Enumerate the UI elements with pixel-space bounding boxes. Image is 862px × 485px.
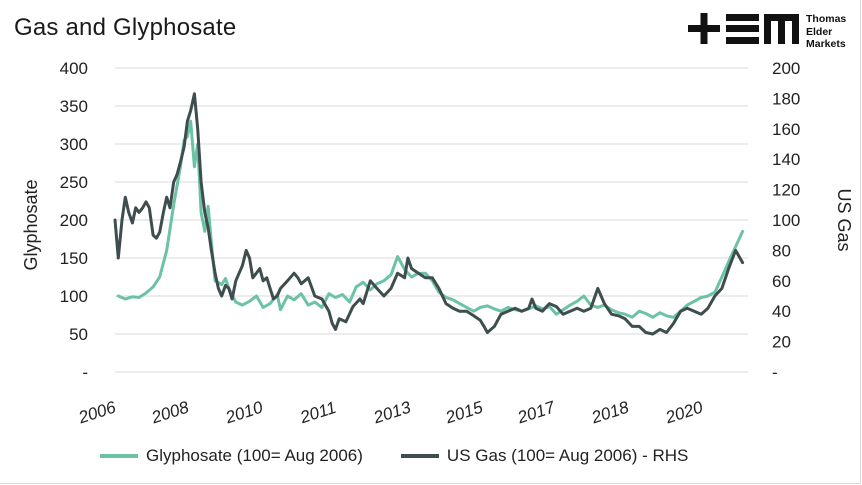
brand-logo: Thomas Elder Markets	[688, 11, 858, 53]
legend-label: US Gas (100= Aug 2006) - RHS	[446, 446, 689, 465]
brand-name: Thomas Elder Markets	[806, 13, 846, 51]
y-tick-label-right: 80	[772, 241, 791, 260]
y-tick-label-left: 300	[60, 135, 88, 154]
y-tick-label-left: 400	[60, 59, 88, 78]
x-tick-label: 2006	[75, 397, 118, 427]
y-tick-label-right: 40	[772, 302, 791, 321]
x-tick-label: 2013	[370, 397, 413, 427]
x-tick-label: 2015	[442, 397, 485, 427]
y-tick-label-right: 180	[772, 89, 800, 108]
chart-title: Gas and Glyphosate	[14, 14, 237, 41]
series-lines	[113, 92, 745, 336]
tem-logo-icon	[688, 13, 799, 44]
right-axis-ticks: 200 180 160 140 120 100 80 60 40 20 -	[772, 59, 800, 382]
y-tick-label-right: 60	[772, 272, 791, 291]
glyphosate-series-line	[116, 119, 745, 319]
legend-item-glyphosate: Glyphosate (100= Aug 2006)	[100, 446, 363, 466]
line-chart: 400 350 300 250 200 150 100 50 - 200 180 160 140 120…	[21, 59, 854, 428]
y-tick-label-left: 250	[60, 173, 88, 192]
y-tick-label-left: 100	[60, 287, 88, 306]
y-tick-label-right: 140	[772, 150, 800, 169]
gridlines	[115, 67, 748, 373]
y-tick-label-left: 200	[60, 211, 88, 230]
left-axis-ticks: 400 350 300 250 200 150 100 50 -	[60, 59, 88, 382]
x-axis-ticks: 2006 2008 2010 2011 2013 2015 2017 2018 2020	[75, 397, 705, 427]
y-tick-label-left: 50	[69, 325, 88, 344]
y-tick-label-right: -	[772, 363, 778, 382]
y-tick-label-right: 200	[772, 59, 800, 78]
x-tick-label: 2017	[514, 397, 557, 427]
legend-item-us-gas: US Gas (100= Aug 2006) - RHS	[400, 446, 689, 466]
y-tick-label-left: -	[82, 363, 88, 382]
us-gas-series-line	[113, 92, 745, 336]
y-tick-label-right: 20	[772, 333, 791, 352]
brand-line: Markets	[806, 38, 846, 50]
x-tick-label: 2008	[148, 397, 191, 427]
y-tick-label-right: 100	[772, 211, 800, 230]
x-tick-label: 2011	[297, 398, 339, 428]
y-tick-label-right: 160	[772, 120, 800, 139]
legend-label: Glyphosate (100= Aug 2006)	[146, 446, 363, 465]
x-tick-label: 2020	[662, 397, 705, 427]
y-tick-label-left: 150	[60, 249, 88, 268]
legend-swatch	[400, 454, 439, 458]
x-tick-label: 2010	[222, 397, 265, 427]
x-tick-label: 2018	[588, 397, 631, 427]
legend-swatch	[100, 454, 138, 458]
y-tick-label-left: 350	[60, 97, 88, 116]
right-axis-title: US Gas	[834, 188, 854, 251]
legend: Glyphosate (100= Aug 2006) US Gas (100= …	[100, 446, 726, 466]
y-tick-label-right: 120	[772, 181, 800, 200]
brand-line: Thomas	[806, 13, 847, 25]
left-axis-title: Glyphosate	[21, 179, 41, 270]
brand-line: Elder	[806, 25, 833, 38]
